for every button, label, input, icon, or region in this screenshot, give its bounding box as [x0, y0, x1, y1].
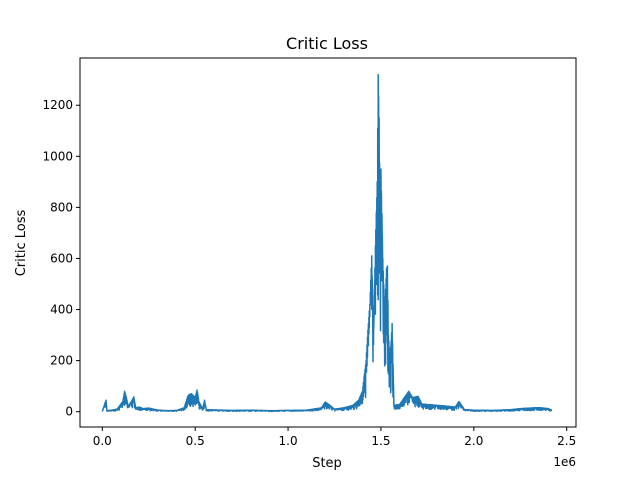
y-axis-ticks: 0 200 400 600 800 1000 1200	[42, 98, 80, 419]
critic-loss-series-line	[101, 73, 553, 413]
chart-title: Critic Loss	[286, 34, 368, 53]
x-tick-label: 0.0	[93, 434, 112, 448]
x-tick-label: 2.0	[464, 434, 483, 448]
y-tick-label: 200	[50, 354, 73, 368]
plot-frame	[79, 57, 577, 428]
x-tick-label: 1.5	[371, 434, 390, 448]
y-axis-label: Critic Loss	[14, 210, 29, 277]
x-tick-label: 0.5	[186, 434, 205, 448]
x-axis-ticks: 0.0 0.5 1.0 1.5 2.0 2.5	[93, 427, 576, 448]
y-tick-label: 600	[50, 251, 73, 265]
x-axis-label: Step	[312, 456, 342, 471]
y-tick-label: 0	[65, 405, 73, 419]
y-tick-label: 400	[50, 303, 73, 317]
y-tick-label: 1200	[42, 98, 73, 112]
x-tick-label: 2.5	[557, 434, 576, 448]
y-tick-label: 800	[50, 200, 73, 214]
plot-area	[101, 73, 553, 413]
x-tick-label: 1.0	[279, 434, 298, 448]
x-axis-offset-label: 1e6	[553, 455, 576, 469]
y-tick-label: 1000	[42, 149, 73, 163]
